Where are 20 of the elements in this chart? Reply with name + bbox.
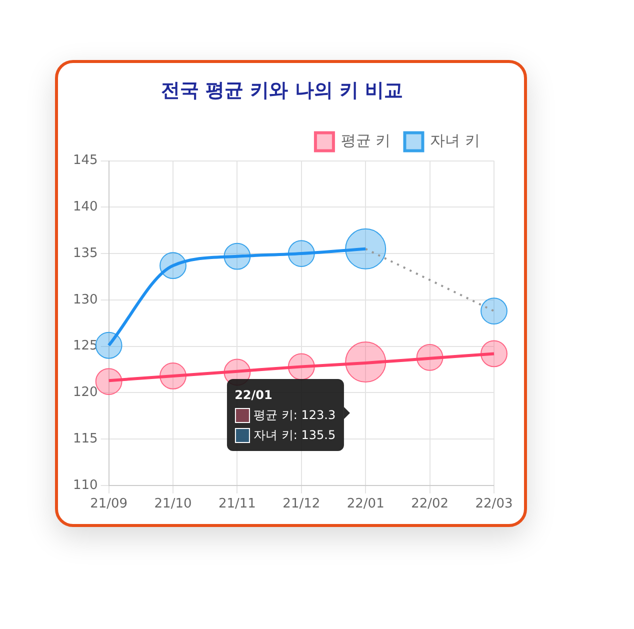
annotation: 자녀 키: 135.5 (254, 427, 336, 444)
annotation: 평균 키: 123.3 (254, 407, 336, 424)
x-tick-label: 21/11 (218, 496, 256, 512)
y-tick-label: 145 (72, 153, 98, 168)
x-tick-label: 22/02 (411, 496, 449, 512)
y-tick-label: 140 (72, 200, 98, 215)
y-tick-label: 135 (72, 246, 98, 261)
y-tick-label: 120 (72, 385, 98, 400)
chart-title: 전국 평균 키와 나의 키 비교 (160, 79, 404, 102)
annotation: 22/01 (234, 387, 272, 404)
y-tick-label: 115 (72, 431, 98, 446)
x-tick-label: 21/10 (154, 496, 192, 512)
x-tick-label: 22/03 (475, 496, 513, 512)
legend-label: 평균 키 (340, 132, 391, 150)
legend-label: 자녀 키 (430, 132, 480, 150)
y-tick-label: 130 (72, 292, 98, 308)
x-tick-label: 21/12 (282, 496, 320, 512)
y-tick-label: 110 (72, 478, 98, 493)
x-tick-label: 21/09 (90, 496, 128, 512)
x-tick-label: 22/01 (346, 496, 384, 512)
